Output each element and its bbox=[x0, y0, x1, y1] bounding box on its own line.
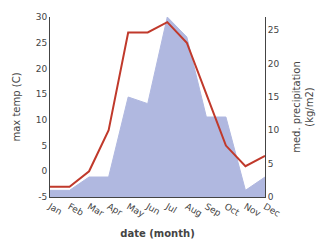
svg-text:Mar: Mar bbox=[86, 201, 106, 218]
svg-text:Aug: Aug bbox=[184, 201, 204, 218]
svg-text:15: 15 bbox=[268, 92, 279, 102]
svg-text:med. precipitation(kg/m2): med. precipitation(kg/m2) bbox=[291, 61, 315, 153]
svg-text:10: 10 bbox=[268, 125, 280, 135]
svg-text:Sep: Sep bbox=[203, 201, 223, 218]
svg-text:Oct: Oct bbox=[223, 201, 242, 218]
svg-text:May: May bbox=[125, 201, 147, 219]
svg-text:date (month): date (month) bbox=[120, 228, 194, 239]
svg-text:Jul: Jul bbox=[163, 201, 178, 216]
svg-text:Feb: Feb bbox=[66, 201, 85, 218]
svg-text:5: 5 bbox=[41, 141, 47, 151]
svg-text:10: 10 bbox=[36, 115, 48, 125]
svg-text:0: 0 bbox=[268, 192, 274, 202]
svg-text:30: 30 bbox=[36, 12, 48, 22]
svg-text:Jan: Jan bbox=[46, 201, 64, 217]
svg-text:Dec: Dec bbox=[262, 201, 282, 218]
svg-text:-5: -5 bbox=[38, 192, 47, 202]
svg-text:5: 5 bbox=[268, 159, 274, 169]
svg-text:20: 20 bbox=[36, 64, 48, 74]
svg-text:25: 25 bbox=[36, 38, 47, 48]
svg-text:Nov: Nov bbox=[242, 201, 263, 219]
svg-text:Apr: Apr bbox=[105, 201, 124, 218]
svg-text:0: 0 bbox=[41, 166, 47, 176]
svg-text:Jun: Jun bbox=[144, 201, 162, 217]
svg-text:15: 15 bbox=[36, 89, 47, 99]
svg-text:max temp (C): max temp (C) bbox=[11, 72, 22, 141]
svg-text:20: 20 bbox=[268, 59, 280, 69]
svg-text:25: 25 bbox=[268, 25, 279, 35]
